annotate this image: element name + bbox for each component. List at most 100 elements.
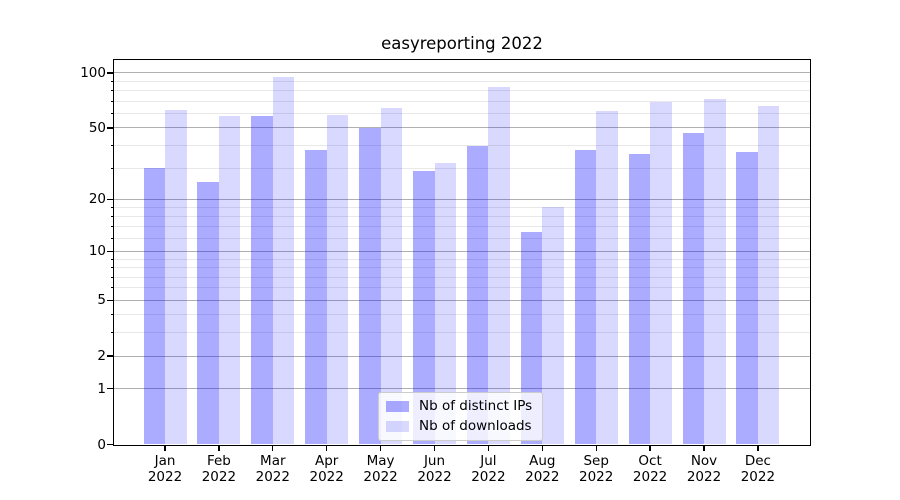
- gridline-y-minor-9: [114, 258, 810, 260]
- x-tick-label-dec: Dec 2022: [723, 453, 793, 485]
- y-tick-0: [107, 443, 114, 446]
- bar-jul-distinct-ips: [466, 145, 489, 445]
- gridline-y-10: [114, 250, 810, 252]
- gridline-y-minor-3: [114, 332, 810, 334]
- gridline-y-100: [114, 72, 810, 74]
- y-tick-100: [107, 72, 114, 74]
- x-tick-month-text: Dec: [744, 453, 771, 469]
- x-tick-year-text: 2022: [255, 469, 290, 485]
- gridline-y-minor-40: [114, 145, 810, 147]
- gridline-y-20: [114, 198, 810, 200]
- gridline-y-minor-14: [114, 226, 810, 227]
- x-tick-year-text: 2022: [686, 469, 722, 485]
- y-tick-minor-9: [110, 258, 114, 260]
- bar-may-distinct-ips: [359, 127, 381, 445]
- bar-may-downloads: [380, 108, 403, 445]
- x-tick-may: [379, 445, 382, 451]
- bar-sep-distinct-ips: [574, 149, 597, 445]
- y-tick-minor-3: [110, 332, 114, 334]
- bar-aug-downloads: [542, 207, 564, 445]
- bar-dec-downloads: [757, 106, 780, 445]
- bar-dec-distinct-ips: [736, 151, 758, 445]
- y-tick-label-50: 50: [88, 119, 106, 136]
- y-tick-10: [107, 250, 114, 253]
- x-tick-dec: [757, 445, 759, 451]
- legend-swatch-distinct-ips: [386, 400, 409, 412]
- bar-apr-downloads: [326, 114, 349, 445]
- y-tick-label-100: 100: [80, 64, 106, 81]
- gridline-y-minor-30: [114, 167, 810, 169]
- y-tick-minor-70: [110, 100, 114, 102]
- x-tick-year-text: 2022: [632, 469, 668, 485]
- gridline-y-minor-7: [114, 276, 810, 278]
- bar-feb-downloads: [218, 116, 241, 445]
- x-tick-label-feb: Feb 2022: [184, 453, 254, 485]
- y-tick-50: [107, 127, 114, 129]
- x-tick-year-text: 2022: [579, 469, 614, 485]
- gridline-y-50: [114, 127, 810, 129]
- y-tick-2: [107, 355, 114, 357]
- gridline-y-2: [114, 355, 810, 357]
- y-tick-minor-6: [110, 287, 114, 289]
- bar-apr-distinct-ips: [305, 149, 327, 445]
- gridline-y-minor-4: [114, 314, 810, 316]
- x-tick-month-text: Nov: [690, 453, 718, 469]
- x-tick-apr: [326, 445, 328, 451]
- x-tick-label-mar: Mar 2022: [238, 453, 308, 485]
- gridline-y-minor-80: [114, 90, 810, 92]
- y-tick-minor-12: [110, 237, 114, 239]
- x-tick-label-sep: Sep 2022: [561, 453, 631, 485]
- legend-swatch-downloads: [386, 420, 409, 432]
- y-tick-minor-30: [110, 167, 114, 169]
- x-tick-label-oct: Oct 2022: [615, 453, 685, 485]
- x-tick-month-text: Feb: [206, 453, 231, 469]
- x-tick-year-text: 2022: [147, 469, 183, 485]
- gridline-y-minor-12: [114, 237, 810, 239]
- x-tick-label-may: May 2022: [346, 453, 416, 485]
- bar-nov-downloads: [704, 99, 726, 445]
- x-tick-month-text: Oct: [638, 453, 662, 469]
- gridline-y-minor-90: [114, 80, 810, 82]
- x-tick-feb: [218, 445, 220, 451]
- x-tick-jul: [487, 445, 490, 451]
- y-tick-minor-18: [110, 206, 114, 208]
- x-tick-month-text: Sep: [583, 453, 609, 469]
- y-tick-minor-14: [110, 226, 114, 227]
- x-tick-label-jan: Jan 2022: [130, 453, 200, 485]
- y-tick-minor-7: [110, 276, 114, 278]
- bar-jan-distinct-ips: [143, 168, 165, 445]
- bar-feb-distinct-ips: [197, 182, 219, 445]
- gridline-y-minor-16: [114, 215, 810, 217]
- y-tick-5: [107, 299, 114, 301]
- y-tick-label-2: 2: [97, 348, 106, 365]
- legend-label-downloads: Nb of downloads: [419, 418, 532, 434]
- gridline-y-1: [114, 388, 810, 390]
- y-tick-minor-80: [110, 90, 114, 92]
- legend-item-downloads: Nb of downloads: [386, 418, 532, 434]
- x-tick-month-text: May: [366, 453, 395, 469]
- gridline-y-5: [114, 299, 810, 301]
- legend-label-distinct-ips: Nb of distinct IPs: [419, 398, 533, 414]
- y-tick-minor-4: [110, 314, 114, 316]
- y-tick-minor-16: [110, 215, 114, 217]
- x-tick-label-apr: Apr 2022: [292, 453, 362, 485]
- x-tick-year-text: 2022: [417, 469, 452, 485]
- x-tick-nov: [703, 445, 705, 451]
- y-tick-label-0: 0: [97, 436, 106, 453]
- y-tick-1: [107, 388, 114, 390]
- x-tick-year-text: 2022: [201, 469, 237, 485]
- x-tick-month-text: Aug: [529, 453, 556, 469]
- x-tick-label-jun: Jun 2022: [400, 453, 470, 485]
- x-tick-mar: [272, 445, 274, 451]
- x-tick-jun: [433, 445, 436, 451]
- y-tick-label-5: 5: [97, 292, 106, 309]
- chart-title: easyreporting 2022: [381, 34, 543, 53]
- x-tick-sep: [595, 445, 597, 451]
- bar-aug-distinct-ips: [520, 232, 543, 445]
- x-tick-month-text: Jul: [480, 453, 497, 469]
- y-tick-label-1: 1: [97, 380, 106, 397]
- y-tick-minor-90: [110, 80, 114, 82]
- bar-sep-downloads: [596, 110, 618, 445]
- x-tick-aug: [541, 445, 543, 451]
